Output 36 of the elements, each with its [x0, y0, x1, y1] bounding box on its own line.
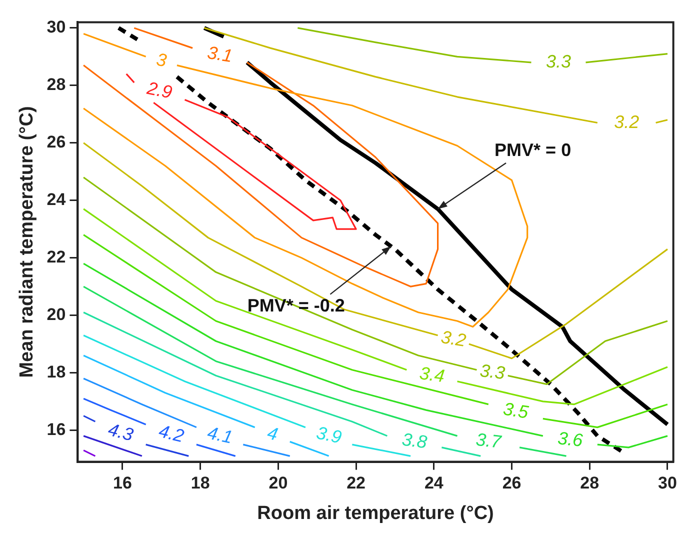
text: 3.3 — [478, 360, 506, 384]
y-tick-label: 28 — [46, 75, 66, 94]
text: 3.6 — [556, 428, 584, 450]
y-tick-label: 16 — [46, 420, 66, 439]
y-tick-label: 18 — [46, 362, 66, 382]
text: 3.1 — [206, 42, 234, 66]
annotation: PMV* = 0 — [494, 140, 572, 160]
text: 4 — [265, 422, 280, 444]
series-label: 3.3 — [546, 51, 571, 72]
x-tick-label: 26 — [502, 474, 522, 493]
x-tick-label: 30 — [658, 474, 677, 493]
y-tick-label: 22 — [46, 247, 66, 266]
y-axis-title: Mean radiant temperature (°C) — [16, 106, 38, 378]
x-axis-title: Room air temperature (°C) — [257, 502, 494, 524]
text: 3.9 — [314, 422, 344, 448]
text: 4.1 — [206, 422, 234, 448]
text: 3.5 — [502, 398, 531, 422]
text: 3 — [155, 49, 168, 71]
text: 3.2 — [440, 326, 468, 351]
text: 2.9 — [144, 78, 174, 102]
x-tick-label: 16 — [113, 474, 132, 493]
text: 4.3 — [106, 419, 136, 445]
text: 3.4 — [418, 363, 446, 386]
text: 3.8 — [400, 429, 428, 452]
x-tick-label: 28 — [580, 474, 600, 493]
x-tick-label: 22 — [346, 474, 366, 493]
y-tick-label: 20 — [46, 304, 66, 324]
x-tick-label: 24 — [424, 474, 444, 493]
text: 3.7 — [474, 429, 504, 452]
text: 4.2 — [156, 420, 186, 446]
y-tick-label: 30 — [46, 18, 66, 37]
y-tick-label: 26 — [46, 132, 66, 152]
x-tick-label: 18 — [190, 474, 210, 493]
y-tick-label: 24 — [46, 190, 66, 210]
series-label: 3.2 — [614, 112, 640, 132]
x-tick-label: 20 — [268, 474, 288, 493]
